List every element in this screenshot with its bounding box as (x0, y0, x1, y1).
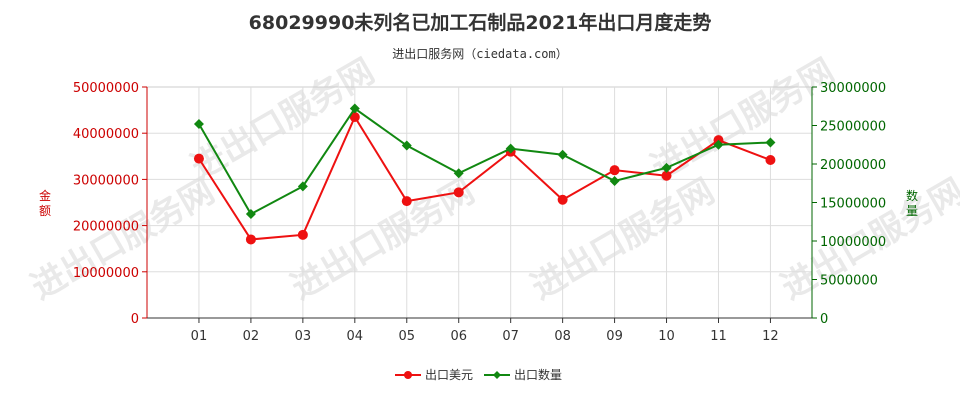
series-point-2 (453, 168, 464, 179)
legend-label: 出口数量 (514, 367, 562, 382)
series-point-2 (297, 181, 308, 192)
legend: 出口美元 出口数量 (395, 367, 562, 382)
series-point-1 (193, 153, 204, 164)
series-point-1 (765, 154, 776, 165)
x-tick-label: 12 (762, 329, 779, 344)
y-left-axis-title: 金 (39, 188, 51, 203)
y-right-tick-label: 15000000 (820, 197, 886, 212)
series-point-1 (401, 196, 412, 207)
y-left-axis-title: 额 (39, 204, 51, 218)
y-right-axis-title: 量 (906, 204, 918, 218)
series-point-1 (661, 170, 672, 181)
series-point-2 (401, 140, 412, 151)
x-tick-label: 03 (295, 329, 312, 344)
x-tick-label: 04 (347, 329, 364, 344)
series-line-2 (198, 107, 771, 216)
y-left-tick-label: 50000000 (73, 81, 139, 96)
y-left-tick-label: 10000000 (73, 266, 139, 281)
series-point-2 (557, 149, 568, 160)
series-point-1 (349, 112, 360, 123)
series-point-1 (297, 229, 308, 240)
series-layer (193, 103, 776, 245)
series-point-2 (245, 209, 256, 220)
series-point-1 (453, 187, 464, 198)
series-point-2 (661, 162, 672, 173)
chart-title: 68029990未列名已加工石制品2021年出口月度走势 (248, 12, 712, 34)
x-tick-label: 09 (606, 329, 623, 344)
series-line-1 (198, 114, 771, 241)
series-point-1 (245, 234, 256, 245)
x-tick-label: 08 (554, 329, 571, 344)
y-left-tick-label: 40000000 (73, 127, 139, 142)
y-right-tick-label: 20000000 (820, 158, 886, 173)
y-right-axis-title: 数 (906, 188, 918, 203)
legend-label: 出口美元 (425, 368, 473, 382)
y-right-tick-label: 10000000 (820, 235, 886, 250)
x-tick-label: 10 (658, 329, 675, 344)
series-point-2 (713, 139, 724, 150)
y-right-tick-label: 5000000 (820, 274, 878, 289)
x-tick-label: 11 (710, 329, 727, 344)
series-point-1 (557, 194, 568, 205)
chart-subtitle: 进出口服务网（ciedata.com） (392, 47, 568, 61)
y-right-tick-label: 30000000 (820, 81, 886, 96)
series-point-2 (609, 175, 620, 186)
legend-marker (404, 371, 412, 379)
y-right-tick-label: 0 (820, 312, 828, 327)
x-tick-label: 05 (398, 329, 415, 344)
axes-layer: 0 10000000 20000000 30000000 40000000 5000000… (39, 81, 918, 344)
series-point-2 (193, 118, 204, 129)
series-point-2 (765, 137, 776, 148)
watermark-text: 进出口服务网 (285, 171, 482, 308)
y-right-tick-label: 25000000 (820, 120, 886, 135)
x-tick-label: 01 (191, 329, 208, 344)
series-point-2 (505, 143, 516, 154)
series-point-1 (609, 165, 620, 176)
watermark-text: 进出口服务网 (25, 171, 222, 308)
y-left-tick-label: 30000000 (73, 173, 139, 188)
x-tick-label: 02 (243, 329, 260, 344)
x-tick-label: 07 (502, 329, 519, 344)
x-tick-label: 06 (450, 329, 467, 344)
y-left-tick-label: 20000000 (73, 220, 139, 235)
legend-marker (493, 371, 501, 379)
y-left-tick-label: 0 (131, 312, 139, 327)
series-point-2 (349, 103, 360, 114)
